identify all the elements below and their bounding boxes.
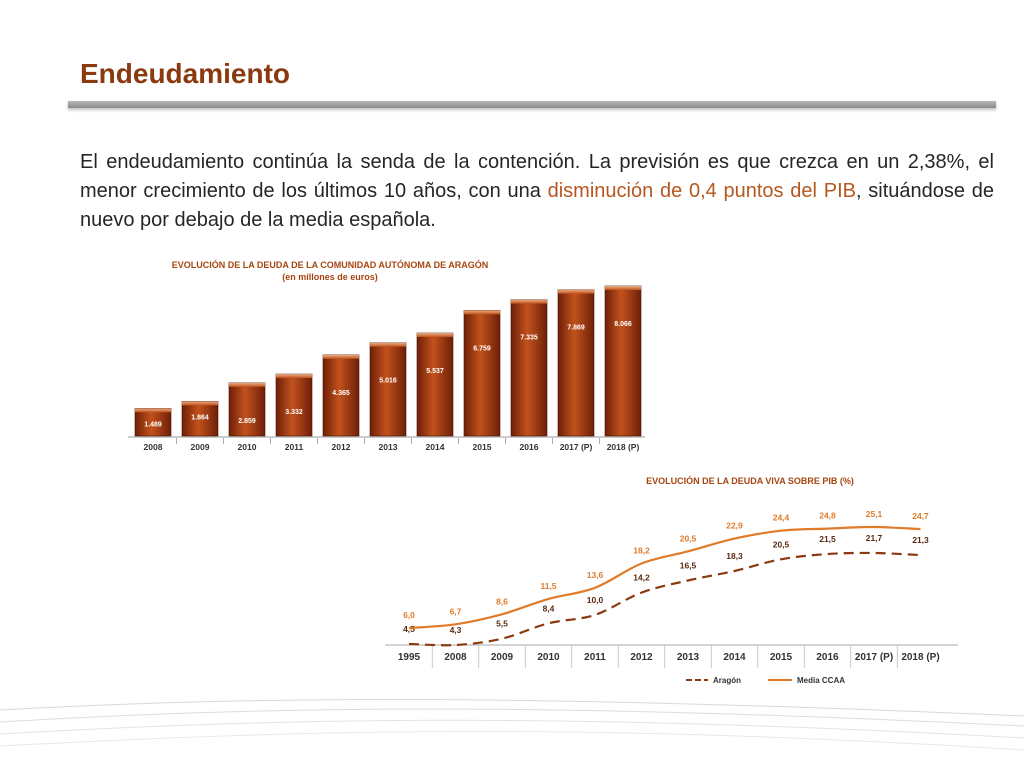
bar-value-label: 5.537 (426, 368, 444, 375)
bar-2018 (P) (604, 285, 642, 437)
bar-top-2013 (370, 342, 406, 347)
bar-chart-title: EVOLUCIÓN DE LA DEUDA DE LA COMUNIDAD AU… (172, 259, 489, 270)
point-label-media-ccaa: 18,2 (633, 545, 650, 555)
line-chart-title: EVOLUCIÓN DE LA DEUDA VIVA SOBRE PIB (%) (646, 475, 854, 486)
bar-category-label: 2014 (426, 442, 445, 452)
bar-category-label: 2018 (P) (607, 442, 640, 452)
bar-top-2017 (P) (558, 289, 594, 294)
point-label-aragon: 18,3 (726, 551, 743, 561)
bar-value-label: 3.332 (285, 409, 303, 416)
point-label-media-ccaa: 11,5 (540, 581, 556, 591)
bar-top-2018 (P) (605, 286, 641, 290)
point-label-aragon: 16,5 (680, 560, 697, 570)
bar-category-label: 2011 (285, 442, 304, 452)
line-category-label: 1995 (398, 652, 421, 663)
bar-category-label: 2015 (473, 442, 492, 452)
line-category-label: 2014 (723, 652, 746, 663)
bar-category-label: 2010 (238, 442, 257, 452)
bar-value-label: 2.859 (238, 418, 256, 425)
bar-2009 (181, 401, 219, 437)
line-category-label: 2017 (P) (855, 652, 893, 663)
bar-top-2008 (135, 408, 171, 413)
bar-top-2009 (182, 401, 218, 406)
bar-2008 (134, 408, 172, 437)
point-label-media-ccaa: 24,7 (912, 511, 929, 521)
point-label-aragon: 8,4 (543, 603, 555, 613)
line-category-label: 2018 (P) (901, 652, 939, 663)
line-category-label: 2009 (491, 652, 514, 663)
bar-value-label: 7.869 (567, 325, 585, 332)
point-label-aragon: 4,3 (450, 625, 462, 635)
bar-category-label: 2013 (379, 442, 398, 452)
point-label-media-ccaa: 20,5 (680, 533, 697, 543)
legend-label-media-ccaa: Media CCAA (797, 676, 845, 685)
intro-highlight: disminución de 0,4 puntos del PIB (547, 180, 856, 202)
point-label-aragon: 21,7 (866, 533, 883, 543)
bar-2011 (275, 373, 313, 437)
line-category-label: 2013 (677, 652, 700, 663)
bar-top-2014 (417, 333, 453, 338)
bottom-wave-decoration (0, 698, 1024, 751)
point-label-aragon: 20,5 (773, 539, 790, 549)
bar-top-2010 (229, 382, 265, 387)
series-line-aragon (408, 551, 921, 647)
bar-value-label: 5.016 (379, 378, 397, 385)
line-category-label: 2016 (816, 652, 839, 663)
line-category-label: 2015 (770, 652, 793, 663)
bar-category-label: 2016 (520, 442, 539, 452)
point-label-media-ccaa: 25,1 (866, 509, 883, 519)
bar-category-label: 2008 (144, 442, 163, 452)
bar-top-2015 (464, 310, 500, 315)
bar-2016 (510, 299, 548, 437)
intro-text-1: El endeudamiento continúa la senda de la… (80, 151, 994, 202)
bar-top-2012 (323, 354, 359, 359)
line-category-label: 2008 (444, 652, 467, 663)
bar-value-label: 7.335 (520, 335, 538, 342)
bar-value-label: 1.489 (144, 421, 162, 428)
point-label-media-ccaa: 13,6 (587, 570, 604, 580)
point-label-media-ccaa: 6,7 (450, 606, 462, 616)
bar-value-label: 8.066 (614, 321, 632, 328)
point-label-aragon: 14,2 (633, 573, 650, 583)
bar-value-label: 6.759 (473, 345, 491, 352)
bar-top-2016 (511, 299, 547, 304)
line-category-label: 2011 (584, 652, 606, 663)
point-label-media-ccaa: 8,6 (496, 596, 508, 606)
point-label-aragon: 10,0 (587, 595, 604, 605)
point-label-media-ccaa: 6,0 (403, 610, 415, 620)
point-label-aragon: 21,5 (819, 534, 836, 544)
bar-2015 (463, 310, 501, 437)
point-label-media-ccaa: 22,9 (726, 521, 743, 531)
series-line-media-ccaa (408, 525, 921, 630)
bar-category-label: 2009 (191, 442, 210, 452)
point-label-media-ccaa: 24,8 (819, 511, 836, 521)
title-underline (68, 101, 996, 108)
intro-text-2: , situándose de nuevo por debajo de la m… (80, 180, 994, 231)
bar-2012 (322, 354, 360, 437)
line-category-label: 2012 (630, 652, 653, 663)
bar-2017 (P) (557, 289, 595, 437)
bar-2013 (369, 342, 407, 437)
bar-value-label: 1.864 (191, 414, 209, 421)
point-label-media-ccaa: 24,4 (773, 513, 790, 523)
line-category-label: 2010 (537, 652, 560, 663)
bar-top-2011 (276, 374, 312, 379)
intro-paragraph: El endeudamiento continúa la senda de la… (80, 148, 994, 235)
bar-chart-subtitle: (en millones de euros) (282, 272, 378, 282)
point-label-aragon: 21,3 (912, 535, 929, 545)
bar-value-label: 4.365 (332, 390, 350, 397)
point-label-aragon: 5,5 (496, 619, 508, 629)
bar-category-label: 2012 (332, 442, 351, 452)
slide-title: Endeudamiento (80, 58, 291, 89)
legend-label-aragon: Aragón (713, 676, 741, 685)
bar-2014 (416, 332, 454, 437)
bar-category-label: 2017 (P) (560, 442, 593, 452)
